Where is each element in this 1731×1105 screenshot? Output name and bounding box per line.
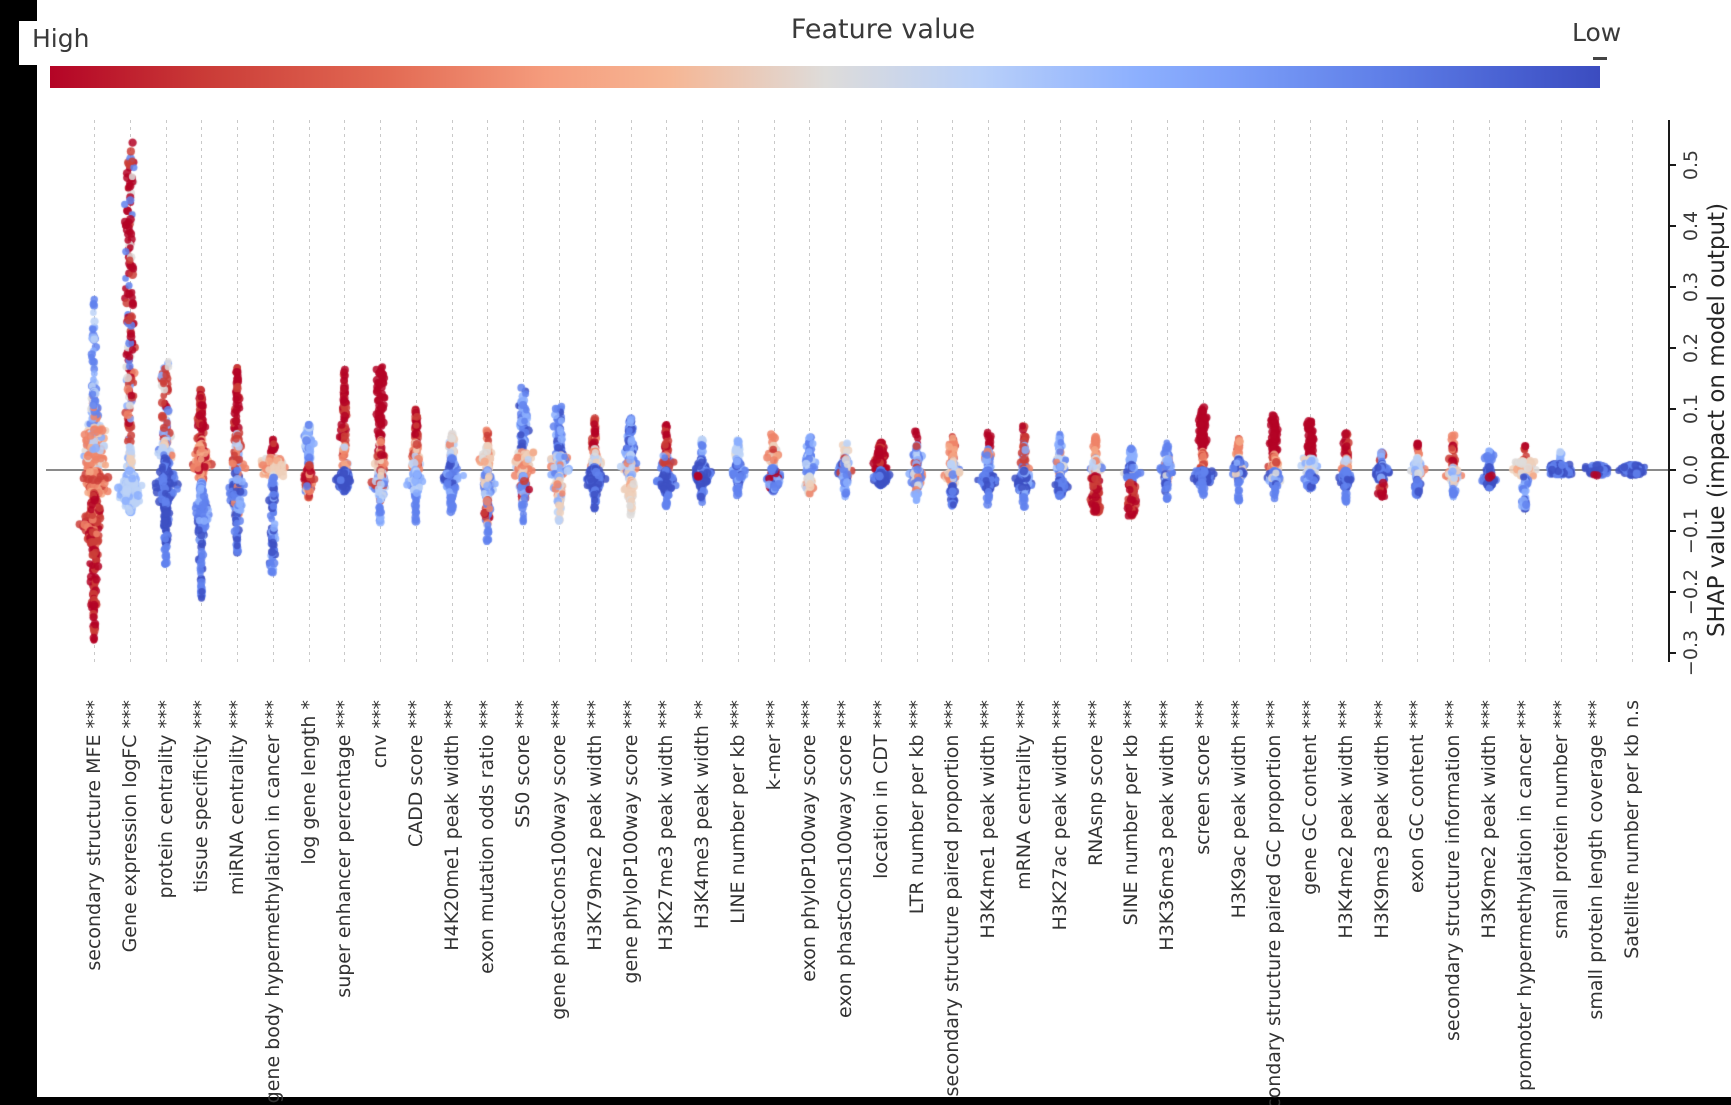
feature-tick-label: H3K9me2 peak width ***	[1478, 700, 1501, 939]
feature-tick-label: secondary structure paired proportion **…	[941, 700, 964, 1097]
feature-tick-label: promoter hypermethylation in cancer ***	[1513, 700, 1536, 1091]
y-axis-tick-label: 0.1	[1680, 393, 1702, 425]
feature-tick-label: location in CDT ***	[869, 700, 892, 879]
feature-tick-label: RNAsnp score ***	[1084, 700, 1107, 867]
y-axis-tick-label: 0.2	[1680, 332, 1702, 364]
feature-tick-label: CADD score ***	[404, 700, 427, 848]
feature-tick-label: H3K9me3 peak width ***	[1370, 700, 1393, 939]
y-axis-tick-label: −0.3	[1680, 629, 1702, 677]
feature-tick-label: gene phyloP100way score ***	[619, 700, 642, 984]
feature-tick-label: screen score ***	[1191, 700, 1214, 855]
y-axis-tick	[1668, 225, 1676, 227]
y-axis-spine	[1668, 120, 1670, 662]
feature-tick-label: secondary structure MFE ***	[83, 700, 105, 971]
feature-tick-label: k-mer ***	[762, 700, 785, 791]
y-axis-tick	[1668, 347, 1676, 349]
feature-tick-label: gene body hypermethylation in cancer ***	[261, 700, 284, 1104]
feature-tick-label: Gene expression logFC ***	[118, 700, 141, 953]
feature-tick-label: small protein number ***	[1549, 700, 1572, 939]
feature-tick-label: H3K36me3 peak width ***	[1156, 700, 1179, 951]
y-axis-tick-label: 0.5	[1680, 149, 1702, 181]
feature-tick-label: protein centrality ***	[154, 700, 177, 899]
feature-tick-label: LINE number per kb ***	[726, 700, 749, 924]
feature-tick-label: tissue specificity ***	[190, 700, 213, 893]
y-axis-tick-label: 0.0	[1680, 454, 1702, 486]
y-axis-tick	[1668, 408, 1676, 410]
feature-tick-label: secondary structure information ***	[1442, 700, 1465, 1041]
feature-tick-label: H3K4me1 peak width ***	[977, 700, 1000, 939]
y-axis-tick-label: −0.2	[1680, 568, 1702, 616]
feature-tick-label: exon GC content ***	[1406, 700, 1429, 894]
feature-tick-label: super enhancer percentage ***	[333, 700, 356, 998]
feature-tick-label: H3K27me3 peak width ***	[655, 700, 678, 951]
feature-tick-label: exon phastCons100way score ***	[834, 700, 857, 1018]
y-axis-tick-label: 0.4	[1680, 210, 1702, 242]
y-axis-tick	[1668, 530, 1676, 532]
feature-tick-label: LTR number per kb ***	[905, 700, 928, 915]
feature-tick-label: small protein length coverage ***	[1585, 700, 1608, 1020]
feature-tick-label: exon phyloP100way score ***	[798, 700, 821, 982]
feature-tick-label: H3K9ac peak width ***	[1227, 700, 1250, 919]
feature-tick-label: gene phastCons100way score ***	[548, 700, 570, 1020]
y-axis-tick-label: 0.3	[1680, 271, 1702, 303]
y-axis-tick	[1668, 286, 1676, 288]
feature-tick-label: mRNA centrality ***	[1013, 700, 1036, 890]
y-axis-tick-label: −0.1	[1680, 507, 1702, 555]
feature-tick-label: Satellite number per kb n.s	[1621, 700, 1644, 959]
feature-tick-label: H3K79me2 peak width ***	[583, 700, 606, 951]
y-axis-tick	[1668, 164, 1676, 166]
feature-tick-label: H3K4me2 peak width ***	[1334, 700, 1357, 939]
feature-tick-label: log gene length *	[297, 700, 320, 865]
y-axis-tick	[1668, 591, 1676, 593]
feature-tick-label: S50 score ***	[512, 700, 535, 828]
feature-tick-label: exon mutation odds ratio ***	[476, 700, 499, 974]
feature-tick-label: H3K27ac peak width ***	[1048, 700, 1071, 931]
y-axis-label: SHAP value (impact on model output)	[1704, 202, 1730, 638]
feature-tick-label: SINE number per kb ***	[1120, 700, 1143, 926]
feature-tick-label: secondary structure paired GC proportion…	[1263, 700, 1286, 1105]
feature-tick-label: H3K4me3 peak width **	[691, 700, 714, 930]
y-axis-tick	[1668, 469, 1676, 471]
y-axis-tick	[1668, 652, 1676, 654]
feature-tick-label: gene GC content ***	[1299, 700, 1322, 895]
feature-tick-label: cnv ***	[369, 700, 392, 769]
feature-tick-label: miRNA centrality ***	[226, 700, 249, 896]
feature-tick-label: H4K20me1 peak width ***	[440, 700, 463, 951]
